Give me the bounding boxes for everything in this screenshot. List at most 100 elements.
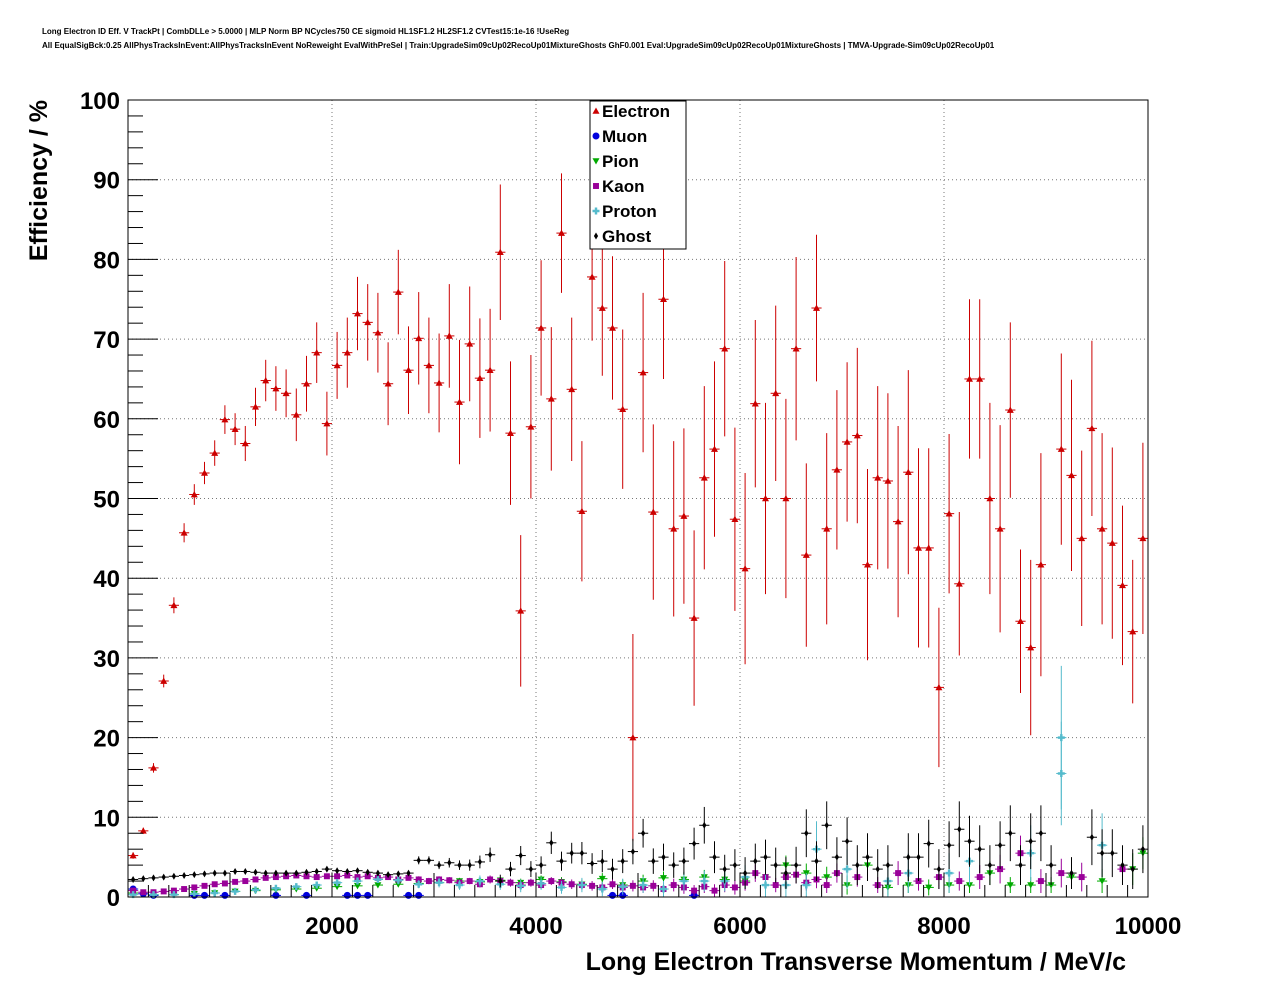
y-tick-label: 100 [80, 88, 120, 115]
data-point [263, 869, 268, 877]
data-point [243, 867, 248, 875]
data-point [1069, 869, 1074, 877]
data-point [262, 874, 269, 881]
data-point [802, 881, 810, 889]
data-point [967, 837, 972, 845]
data-point [517, 607, 525, 614]
data-point [386, 871, 391, 879]
data-point [354, 891, 361, 899]
data-point [987, 861, 992, 869]
data-point [232, 878, 239, 885]
data-point [180, 529, 188, 536]
data-point [1008, 829, 1013, 837]
y-tick-label: 50 [93, 487, 120, 514]
data-point [1120, 861, 1125, 869]
data-point [447, 859, 452, 867]
data-point [242, 878, 249, 885]
data-point [915, 544, 922, 551]
data-point [1078, 874, 1085, 881]
data-point [508, 865, 513, 873]
data-point [252, 876, 259, 883]
data-point [834, 853, 839, 861]
data-point [783, 869, 788, 877]
data-point [1006, 406, 1014, 413]
data-point [130, 887, 137, 894]
data-point [313, 349, 321, 356]
legend-marker-pion [592, 158, 600, 165]
data-point [1038, 829, 1043, 837]
data-point [579, 849, 584, 857]
data-point [192, 871, 197, 879]
data-point [446, 877, 453, 884]
data-point [772, 882, 779, 889]
data-point [344, 872, 351, 879]
data-point [875, 865, 880, 873]
data-point [1027, 882, 1035, 889]
data-point [568, 385, 576, 393]
series-ghost [128, 801, 1148, 890]
data-point [639, 369, 647, 376]
legend-marker-proton [592, 207, 600, 215]
data-point [456, 398, 463, 405]
y-axis-label: Efficiency / % [25, 100, 53, 261]
data-point [486, 366, 494, 373]
legend-box [589, 100, 687, 250]
data-point [527, 879, 534, 886]
data-point [947, 841, 952, 849]
data-point [670, 525, 678, 532]
data-point [507, 879, 514, 886]
data-point [945, 510, 953, 517]
data-point [221, 416, 229, 423]
data-point [150, 891, 157, 899]
data-point [334, 873, 341, 880]
data-point [313, 885, 321, 892]
data-point [303, 891, 310, 899]
data-point [221, 880, 228, 887]
data-point [415, 876, 422, 883]
data-point [976, 375, 984, 382]
data-point [303, 873, 310, 880]
data-point [926, 840, 931, 848]
data-point [396, 870, 401, 878]
y-tick-label: 80 [93, 247, 120, 274]
legend-label-kaon: Kaon [602, 177, 645, 196]
x-tick-label: 10000 [1115, 913, 1182, 940]
data-point [314, 867, 319, 875]
data-point [588, 273, 596, 280]
legend-label-proton: Proton [602, 202, 657, 221]
data-point [476, 877, 484, 885]
data-point [191, 884, 198, 891]
data-point [986, 495, 994, 502]
data-point [374, 329, 382, 336]
data-point [335, 867, 340, 875]
data-point [865, 853, 870, 861]
data-point [211, 889, 219, 897]
data-point [405, 366, 412, 373]
data-point [324, 865, 329, 873]
data-point [660, 885, 668, 893]
data-point [345, 867, 350, 875]
data-point [590, 860, 595, 868]
data-point [813, 304, 820, 311]
data-point [425, 878, 432, 885]
data-point [589, 882, 596, 889]
data-point [874, 474, 882, 481]
data-point [355, 867, 360, 875]
data-point [170, 601, 178, 609]
data-point [517, 882, 525, 890]
data-point [1129, 628, 1137, 635]
data-point [619, 405, 627, 413]
data-point [201, 469, 208, 476]
data-point [1017, 617, 1024, 625]
data-point [284, 869, 289, 877]
data-point [650, 882, 657, 889]
data-point [292, 883, 300, 891]
legend-label-electron: Electron [602, 102, 670, 121]
data-point [823, 882, 830, 889]
legend-marker-kaon [593, 183, 599, 189]
data-point [915, 878, 922, 885]
data-point [558, 883, 566, 891]
data-point [252, 403, 259, 410]
data-point [1110, 849, 1115, 857]
data-point [609, 891, 616, 899]
